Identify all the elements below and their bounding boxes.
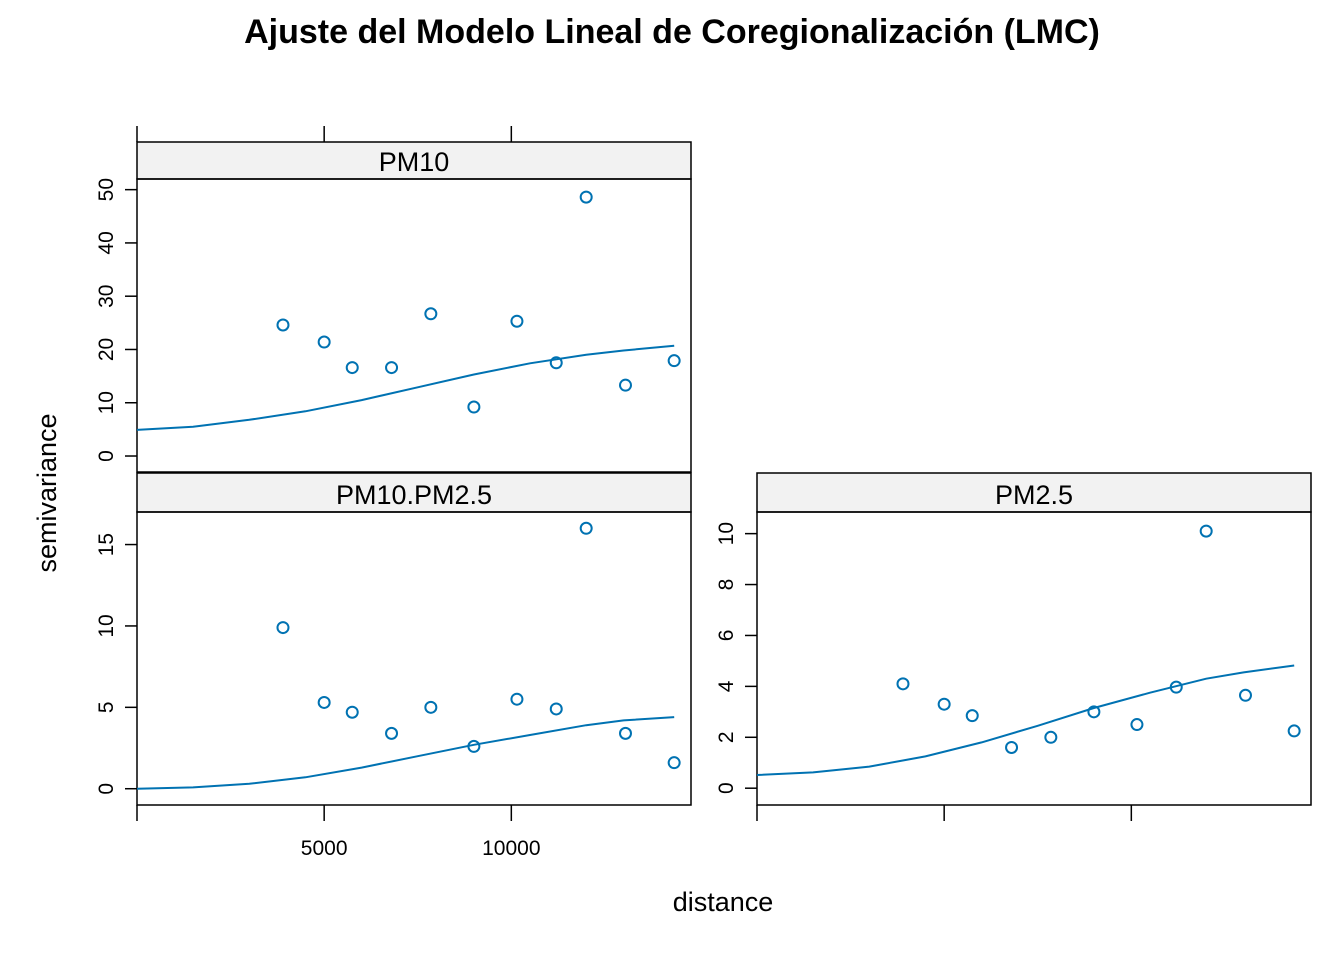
y-tick-label-pm10: 20 [95, 338, 118, 361]
data-point-pm10 [618, 378, 632, 392]
data-point-pm2-5 [1130, 718, 1144, 732]
strip-pm10-pm2-5 [136, 472, 692, 513]
panel-frame-pm2-5 [756, 511, 1312, 806]
strip-label-pm10-pm2-5: PM10.PM2.5 [336, 480, 492, 510]
data-point-pm10-pm2-5 [667, 756, 681, 770]
data-point-pm10 [467, 400, 481, 414]
data-point-pm10-pm2-5 [424, 700, 438, 714]
strip-label-pm10: PM10 [379, 147, 450, 177]
strip-pm10 [136, 141, 692, 180]
strip-pm2-5 [756, 472, 1312, 513]
data-point-pm10 [345, 361, 359, 375]
data-point-pm2-5 [896, 677, 910, 691]
data-point-pm10-pm2-5 [510, 692, 524, 706]
data-point-pm2-5 [1287, 724, 1301, 738]
panel-pm10: PM10 0 10 20 30 40 50 [95, 126, 692, 473]
data-point-pm2-5 [1199, 524, 1213, 538]
y-tick-label-pm2-5: 2 [715, 731, 738, 743]
data-point-pm10 [276, 318, 290, 332]
data-point-pm2-5 [1044, 730, 1058, 744]
strip-label-pm2-5: PM2.5 [995, 480, 1073, 510]
panel-pm2-5: PM2.5 0 2 4 6 8 10 [715, 472, 1312, 821]
panel-frame-pm10-pm2-5 [136, 511, 692, 806]
y-tick-label-pm10-pm2-5: 10 [95, 614, 118, 637]
data-point-pm10 [424, 307, 438, 321]
data-point-pm10 [579, 190, 593, 204]
data-point-pm2-5 [1005, 740, 1019, 754]
data-point-pm10-pm2-5 [618, 726, 632, 740]
chart-title: Ajuste del Modelo Lineal de Coregionaliz… [244, 13, 1100, 51]
panel-pm10-pm2-5: PM10.PM2.5 0 5 10 15 5000 10000 [95, 472, 692, 860]
data-point-pm2-5 [1238, 688, 1252, 702]
model-line-pm10-pm2-5 [136, 716, 675, 790]
model-line-pm2-5 [756, 664, 1295, 776]
data-point-pm10 [510, 314, 524, 328]
x-axis-label: distance [673, 887, 774, 917]
y-tick-label-pm2-5: 0 [715, 782, 738, 794]
panel-frame-pm10 [136, 178, 692, 473]
y-tick-label-pm10-pm2-5: 0 [95, 783, 118, 795]
y-tick-label-pm10-pm2-5: 5 [95, 701, 118, 713]
data-point-pm10-pm2-5 [549, 702, 563, 716]
y-tick-label-pm10: 30 [95, 285, 118, 308]
y-tick-label-pm10: 40 [95, 231, 118, 254]
data-point-pm10-pm2-5 [467, 739, 481, 753]
data-point-pm2-5 [1087, 705, 1101, 719]
data-point-pm10 [385, 361, 399, 375]
data-point-pm10-pm2-5 [579, 521, 593, 535]
y-tick-label-pm10: 10 [95, 391, 118, 414]
model-line-pm10 [136, 344, 675, 431]
data-point-pm10 [317, 335, 331, 349]
data-point-pm10-pm2-5 [385, 726, 399, 740]
y-tick-label-pm10: 0 [95, 450, 118, 462]
y-tick-label-pm10-pm2-5: 15 [95, 533, 118, 556]
x-tick-label: 5000 [301, 837, 348, 860]
y-tick-label-pm2-5: 10 [715, 522, 738, 545]
y-axis-label: semivariance [32, 413, 62, 572]
data-point-pm10-pm2-5 [276, 621, 290, 635]
data-point-pm10 [667, 354, 681, 368]
x-tick-label: 10000 [482, 837, 540, 860]
data-point-pm2-5 [937, 697, 951, 711]
data-point-pm10 [549, 356, 563, 370]
y-tick-label-pm2-5: 8 [715, 579, 738, 591]
data-point-pm10-pm2-5 [345, 705, 359, 719]
y-tick-label-pm10: 50 [95, 178, 118, 201]
y-tick-label-pm2-5: 6 [715, 630, 738, 642]
y-tick-label-pm2-5: 4 [715, 680, 738, 692]
data-point-pm10-pm2-5 [317, 695, 331, 709]
data-point-pm2-5 [1169, 680, 1183, 694]
data-point-pm2-5 [965, 709, 979, 723]
